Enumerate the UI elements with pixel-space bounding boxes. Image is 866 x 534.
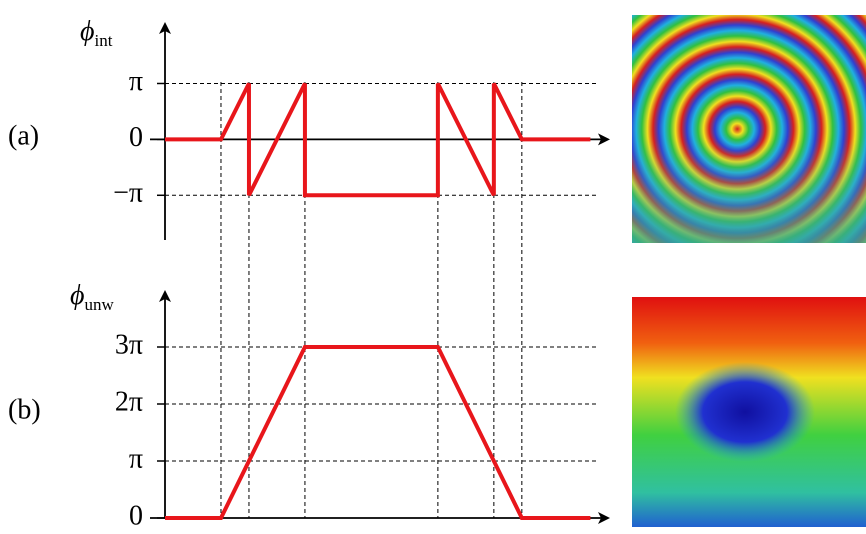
figure: (a)ϕint−π0π(b)ϕunw0π2π3π [0,0,866,534]
y-tick-label: π [129,66,143,97]
y-tick-label: 0 [129,500,143,531]
y-tick-label: π [129,443,143,474]
y-axis-label: ϕint [80,16,113,49]
y-axis-label: ϕunw [70,280,115,313]
unwrapped-image [632,297,866,527]
y-axis-label-symbol: ϕ [80,16,95,47]
data-line [165,347,590,518]
panel-label: (b) [8,394,41,425]
y-tick-label: 3π [115,329,143,360]
y-axis-label-subscript: int [95,31,113,50]
y-axis-label-subscript: unw [85,295,115,314]
panel-label: (a) [8,120,39,151]
y-axis-label-symbol: ϕ [70,280,85,311]
y-tick-label: 2π [115,386,143,417]
y-tick-label: −π [113,178,143,209]
interferogram-image [632,15,866,243]
y-tick-label: 0 [129,122,143,153]
